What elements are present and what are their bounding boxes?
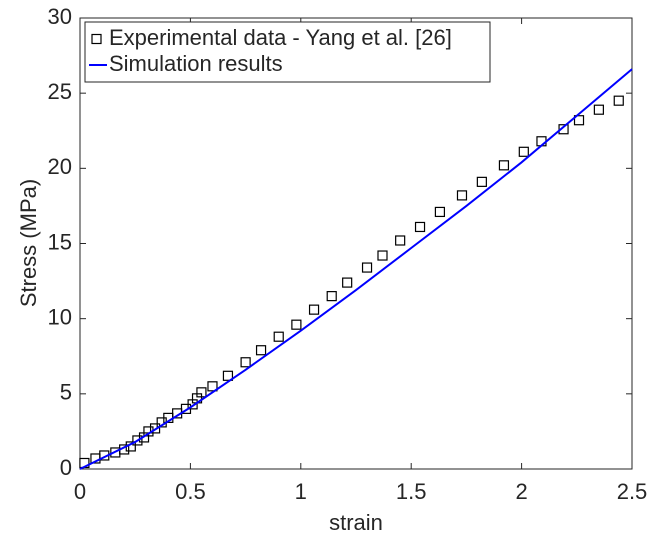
data-point — [456, 190, 468, 201]
data-point — [361, 262, 373, 273]
data-point — [342, 277, 353, 288]
data-point — [273, 331, 284, 342]
data-point — [434, 206, 446, 218]
legend-label: Simulation results — [109, 51, 283, 76]
y-tick-label: 0 — [60, 455, 72, 480]
data-point — [414, 221, 426, 233]
y-tick-label: 20 — [48, 154, 72, 179]
data-point — [518, 146, 529, 157]
data-point — [222, 370, 234, 381]
data-point — [498, 160, 510, 171]
data-line — [79, 68, 633, 470]
y-tick-label: 10 — [48, 304, 72, 329]
data-point — [558, 124, 569, 135]
data-point — [476, 176, 487, 187]
legend-label: Experimental data - Yang et al. [26] — [109, 25, 452, 50]
x-tick-label: 2 — [515, 479, 527, 504]
data-point — [395, 235, 406, 246]
plot-area — [79, 17, 633, 470]
x-tick-label: 0.5 — [175, 479, 206, 504]
y-tick-label: 5 — [60, 380, 72, 405]
x-axis-label: strain — [329, 510, 383, 535]
data-point — [132, 435, 143, 446]
x-tick-label: 2.5 — [617, 479, 648, 504]
data-point — [149, 423, 161, 434]
x-tick-label: 0 — [74, 479, 86, 504]
y-axis-label: Stress (MPa) — [16, 179, 41, 307]
data-point — [308, 304, 320, 315]
data-point — [196, 387, 207, 398]
data-point — [593, 104, 604, 115]
legend-marker — [91, 33, 102, 45]
data-point — [255, 345, 267, 356]
data-point — [207, 381, 218, 392]
data-point — [377, 250, 388, 261]
data-point — [291, 319, 302, 330]
y-tick-label: 25 — [48, 79, 72, 104]
data-point — [240, 357, 251, 368]
legend-box — [84, 21, 491, 83]
data-point — [326, 291, 337, 302]
x-tick-label: 1.5 — [396, 479, 427, 504]
y-tick-label: 30 — [48, 4, 72, 29]
data-point — [613, 95, 624, 106]
data-point — [573, 115, 585, 126]
y-tick-label: 15 — [48, 229, 72, 254]
x-tick-label: 1 — [295, 479, 307, 504]
